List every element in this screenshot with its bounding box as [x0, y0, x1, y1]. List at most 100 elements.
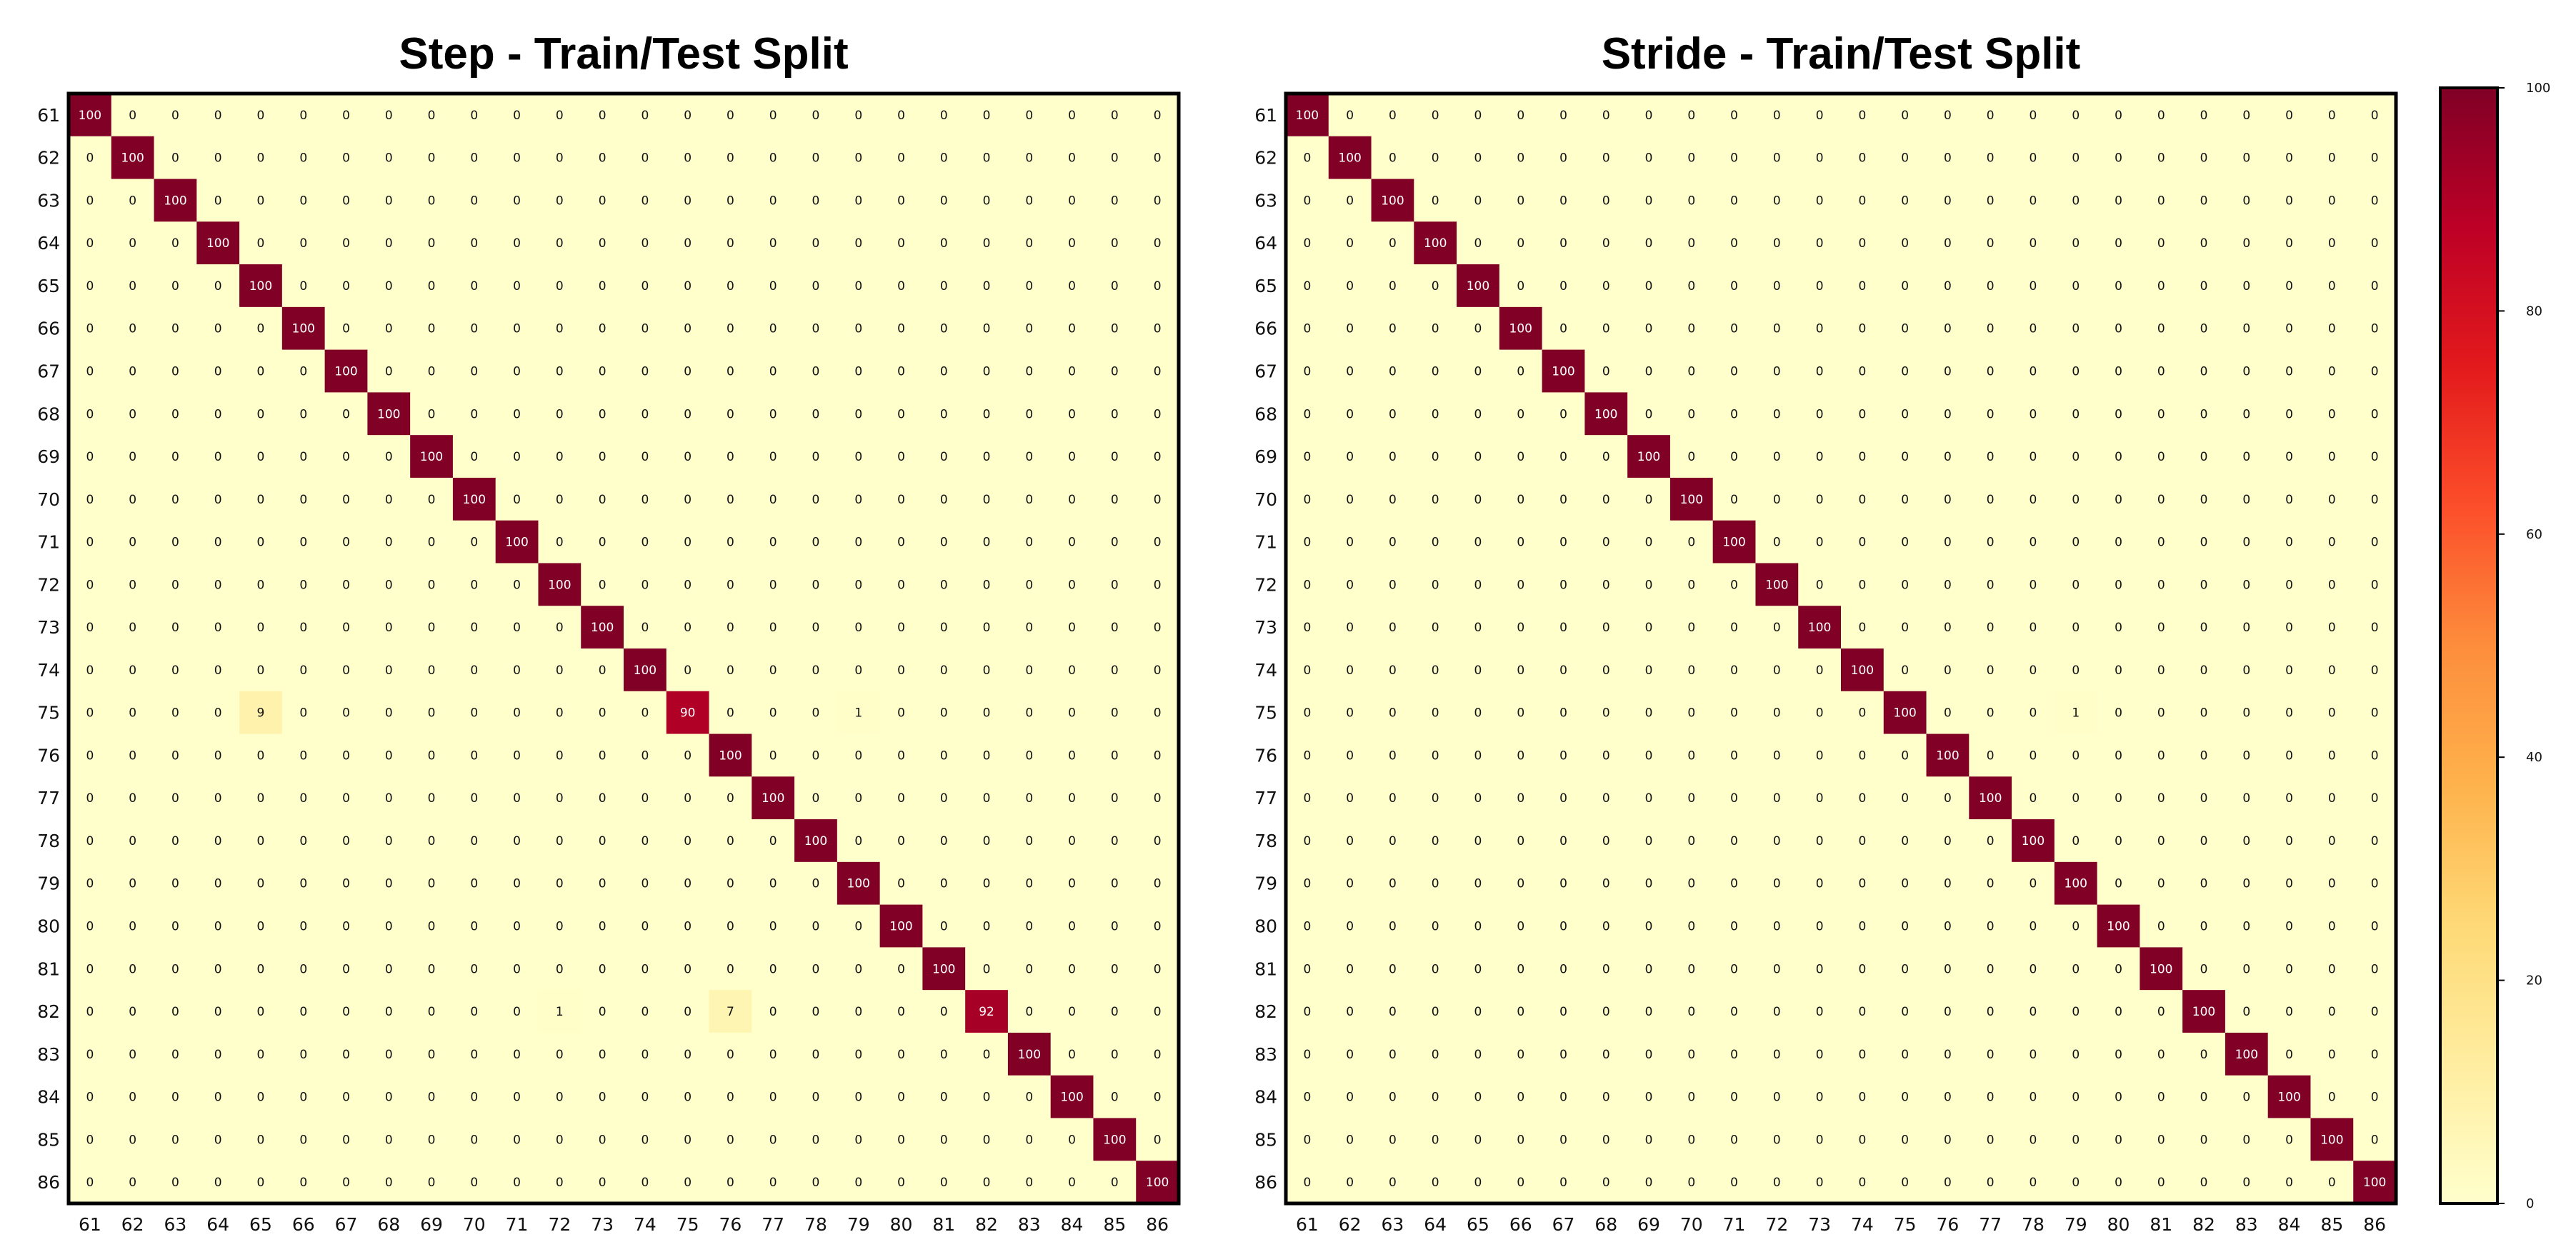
heatmap-cell: [1371, 1032, 1414, 1076]
heatmap-cell: [1883, 1161, 1927, 1204]
cell-value-label: 100: [889, 920, 912, 934]
cell-value-label: 0: [2200, 834, 2208, 848]
cell-value-label: 0: [1068, 407, 1076, 421]
heatmap-cell: [1499, 94, 1543, 137]
x-tick-label: 86: [2363, 1214, 2386, 1235]
heatmap-cell: [1499, 1032, 1543, 1076]
y-tick-label: 81: [37, 958, 60, 979]
heatmap-cell: [1414, 776, 1457, 820]
cell-value-label: 0: [214, 621, 222, 635]
cell-value-label: 0: [1025, 663, 1033, 678]
cell-value-label: 0: [257, 407, 265, 421]
cell-value-label: 0: [1025, 151, 1033, 166]
cell-value-label: 0: [428, 1005, 436, 1019]
heatmap-cell: [666, 904, 710, 948]
cell-value-label: 0: [1559, 834, 1567, 848]
heatmap-cell: [2140, 435, 2183, 479]
heatmap-cell: [1627, 563, 1671, 606]
cell-value-label: 0: [2371, 236, 2379, 251]
heatmap-cell: [2012, 136, 2055, 180]
heatmap-cell: [922, 861, 966, 906]
cell-value-label: 0: [1987, 194, 1995, 208]
cell-value-label: 0: [2115, 365, 2122, 379]
cell-value-label: 0: [171, 578, 179, 592]
heatmap-cell: [1414, 1161, 1457, 1204]
heatmap-cell: [1136, 349, 1179, 393]
cell-value-label: 0: [2200, 1133, 2208, 1147]
heatmap-cell: [922, 179, 966, 222]
heatmap-cell: [1798, 1032, 1842, 1076]
heatmap-cell: [2353, 1075, 2397, 1119]
cell-value-label: 0: [1773, 1048, 1781, 1062]
heatmap-cell: [1841, 819, 1884, 863]
cell-value-label: 0: [342, 493, 350, 507]
heatmap-cell: [666, 221, 710, 265]
heatmap-cell: [1841, 990, 1884, 1033]
cell-value-label: 0: [599, 536, 606, 550]
y-tick-label: 79: [37, 873, 60, 894]
cell-value-label: 0: [86, 1048, 94, 1062]
cell-value-label: 0: [470, 834, 478, 848]
heatmap-cell: [1627, 264, 1671, 308]
heatmap-cell: [1669, 733, 1714, 777]
heatmap-cell: [196, 648, 240, 692]
heatmap-cell: [1969, 691, 2012, 735]
heatmap-cell: [752, 435, 795, 479]
heatmap-cell: [1050, 691, 1094, 735]
heatmap-cell: [1883, 776, 1927, 820]
heatmap-cell: [1798, 648, 1842, 692]
heatmap-cell: [2140, 733, 2183, 777]
colorbar-tick-label: 20: [2526, 973, 2542, 988]
cell-value-label: 0: [854, 194, 862, 208]
heatmap-cell: [879, 306, 923, 351]
heatmap-cell: [1414, 733, 1457, 777]
heatmap-cell: [1499, 776, 1543, 820]
heatmap-cell: [2267, 776, 2312, 820]
heatmap-cell: [2012, 606, 2055, 649]
cell-value-label: 0: [1687, 450, 1695, 464]
y-tick-label: 75: [1254, 703, 1277, 723]
cell-value-label: 0: [171, 1091, 179, 1105]
heatmap-cell: [1328, 819, 1372, 863]
heatmap-cell: [1371, 392, 1414, 436]
heatmap-cell: [324, 861, 368, 906]
heatmap-cell: [922, 477, 966, 521]
cell-value-label: 0: [1987, 621, 1995, 635]
cell-value-label: 0: [342, 920, 350, 934]
cell-value-label: 0: [299, 450, 307, 464]
cell-value-label: 0: [1154, 322, 1162, 336]
heatmap-cell: [1286, 1032, 1329, 1076]
heatmap-cell: [495, 691, 539, 735]
cell-value-label: 0: [1517, 109, 1524, 123]
heatmap-cell: [538, 563, 581, 606]
cell-value-label: 0: [1068, 194, 1076, 208]
heatmap-cell: [1007, 179, 1052, 222]
cell-value-label: 0: [812, 365, 820, 379]
cell-value-label: 0: [1346, 109, 1354, 123]
cell-value-label: 0: [428, 877, 436, 891]
cell-value-label: 0: [684, 407, 692, 421]
heatmap-cell: [367, 1032, 411, 1076]
cell-value-label: 0: [470, 109, 478, 123]
cell-value-label: 0: [2072, 834, 2080, 848]
heatmap-cell: [1136, 776, 1179, 820]
heatmap-cell: [1542, 1075, 1585, 1119]
heatmap-cell: [2267, 435, 2312, 479]
cell-value-label: 0: [556, 407, 564, 421]
cell-value-label: 0: [1517, 536, 1524, 550]
cell-value-label: 0: [1901, 407, 1909, 421]
heatmap-cell: [1371, 776, 1414, 820]
heatmap-cell: [837, 1118, 881, 1161]
cell-value-label: 0: [171, 877, 179, 891]
cell-value-label: 0: [556, 1176, 564, 1190]
heatmap-cell: [2140, 776, 2183, 820]
heatmap-cell: [1584, 179, 1628, 222]
cell-value-label: 0: [812, 493, 820, 507]
cell-value-label: 0: [1559, 706, 1567, 721]
heatmap-cell: [794, 776, 838, 820]
heatmap-cell: [666, 776, 710, 820]
cell-value-label: 0: [556, 834, 564, 848]
heatmap-cell: [666, 179, 710, 222]
cell-value-label: 100: [334, 365, 357, 379]
heatmap-cell: [239, 776, 283, 820]
